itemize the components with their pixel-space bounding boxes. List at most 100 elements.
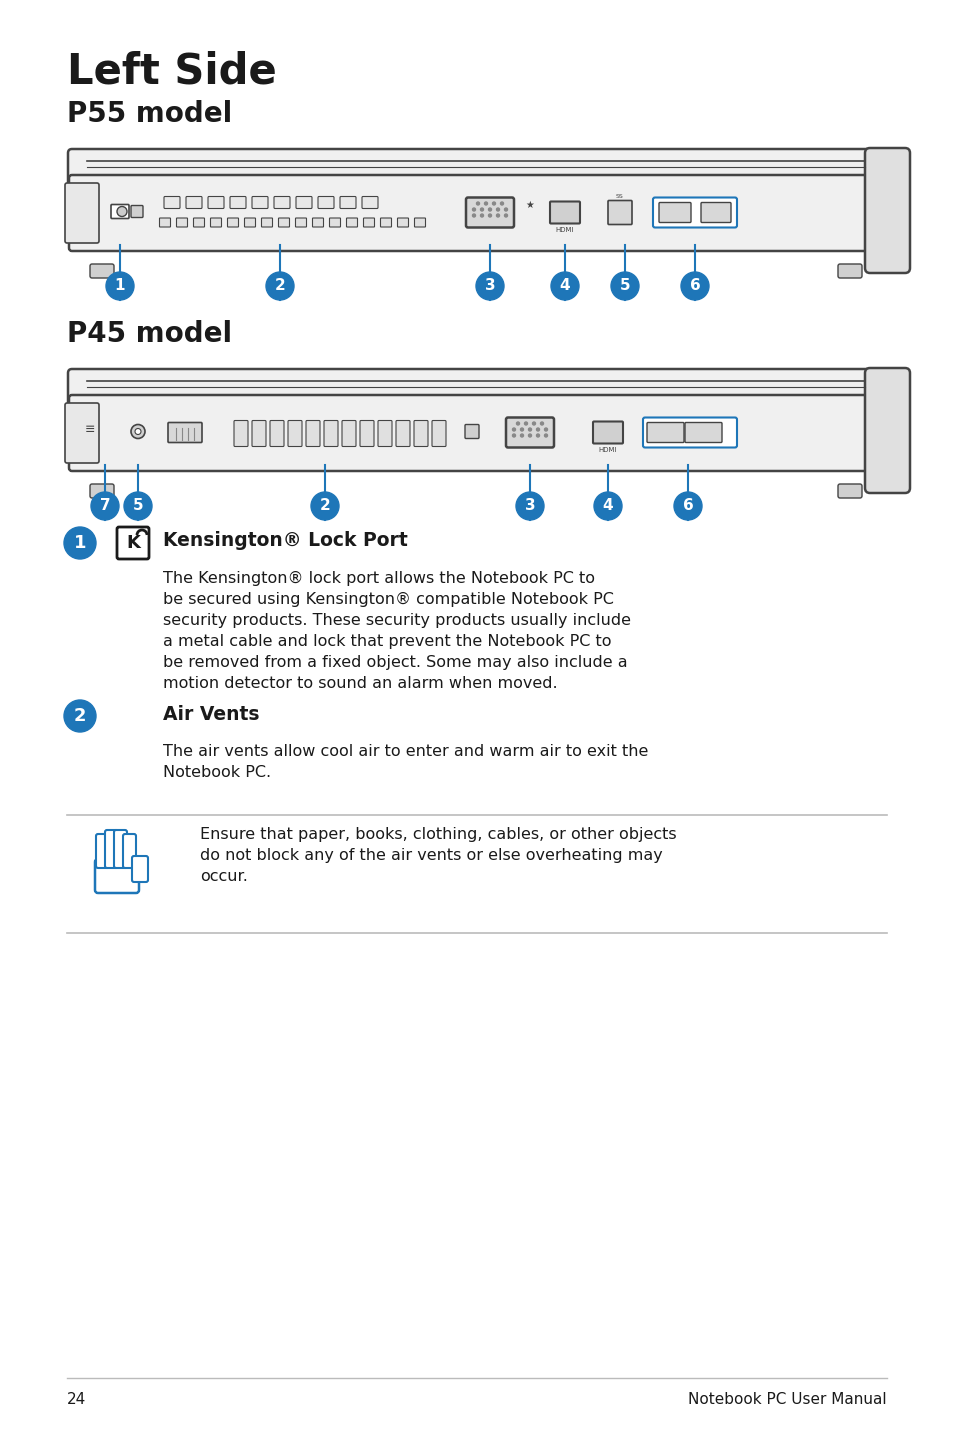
- Text: do not block any of the air vents or else overheating may: do not block any of the air vents or els…: [200, 848, 662, 863]
- FancyBboxPatch shape: [233, 420, 248, 447]
- FancyBboxPatch shape: [274, 197, 290, 209]
- Text: 2: 2: [319, 499, 330, 513]
- Circle shape: [544, 434, 547, 437]
- FancyBboxPatch shape: [105, 830, 118, 869]
- FancyBboxPatch shape: [164, 197, 180, 209]
- Circle shape: [480, 214, 483, 217]
- FancyBboxPatch shape: [684, 423, 721, 443]
- Text: Ensure that paper, books, clothing, cables, or other objects: Ensure that paper, books, clothing, cabl…: [200, 827, 676, 843]
- FancyBboxPatch shape: [324, 420, 337, 447]
- FancyBboxPatch shape: [659, 203, 690, 223]
- Circle shape: [488, 214, 491, 217]
- FancyBboxPatch shape: [252, 420, 266, 447]
- Text: P55 model: P55 model: [67, 101, 232, 128]
- Text: Left Side: Left Side: [67, 50, 276, 92]
- FancyBboxPatch shape: [68, 150, 883, 187]
- FancyBboxPatch shape: [176, 219, 188, 227]
- Text: security products. These security products usually include: security products. These security produc…: [163, 613, 630, 628]
- FancyBboxPatch shape: [346, 219, 357, 227]
- Circle shape: [516, 421, 519, 426]
- FancyBboxPatch shape: [607, 200, 631, 224]
- FancyBboxPatch shape: [414, 219, 425, 227]
- Circle shape: [532, 421, 535, 426]
- Text: P45 model: P45 model: [67, 321, 232, 348]
- Circle shape: [504, 214, 507, 217]
- FancyBboxPatch shape: [230, 197, 246, 209]
- Text: 4: 4: [559, 279, 570, 293]
- Circle shape: [311, 492, 338, 521]
- Circle shape: [500, 201, 503, 206]
- FancyBboxPatch shape: [359, 420, 374, 447]
- FancyBboxPatch shape: [550, 201, 579, 223]
- FancyBboxPatch shape: [111, 204, 129, 219]
- FancyBboxPatch shape: [414, 420, 428, 447]
- Circle shape: [106, 272, 133, 301]
- Text: Kensington® Lock Port: Kensington® Lock Port: [163, 532, 407, 551]
- Circle shape: [117, 207, 127, 217]
- Circle shape: [472, 214, 475, 217]
- FancyBboxPatch shape: [193, 219, 204, 227]
- Circle shape: [528, 434, 531, 437]
- FancyBboxPatch shape: [341, 420, 355, 447]
- FancyBboxPatch shape: [465, 197, 514, 227]
- Circle shape: [512, 434, 515, 437]
- Text: 5: 5: [132, 499, 143, 513]
- Circle shape: [673, 492, 701, 521]
- Circle shape: [124, 492, 152, 521]
- Circle shape: [484, 201, 487, 206]
- Circle shape: [266, 272, 294, 301]
- FancyBboxPatch shape: [593, 421, 622, 443]
- Circle shape: [496, 214, 499, 217]
- Text: 24: 24: [67, 1392, 86, 1406]
- Circle shape: [516, 492, 543, 521]
- Text: motion detector to sound an alarm when moved.: motion detector to sound an alarm when m…: [163, 676, 558, 692]
- FancyBboxPatch shape: [642, 417, 737, 447]
- FancyBboxPatch shape: [117, 526, 149, 559]
- FancyBboxPatch shape: [363, 219, 375, 227]
- FancyBboxPatch shape: [288, 420, 302, 447]
- FancyBboxPatch shape: [208, 197, 224, 209]
- Circle shape: [135, 429, 141, 434]
- FancyBboxPatch shape: [505, 417, 554, 447]
- FancyBboxPatch shape: [65, 183, 99, 243]
- FancyBboxPatch shape: [90, 485, 113, 498]
- Text: 5: 5: [619, 279, 630, 293]
- Circle shape: [512, 429, 515, 431]
- Text: SS: SS: [616, 194, 623, 198]
- Text: The Kensington® lock port allows the Notebook PC to: The Kensington® lock port allows the Not…: [163, 571, 595, 587]
- Circle shape: [520, 429, 523, 431]
- Text: HDMI: HDMI: [556, 227, 574, 233]
- Circle shape: [524, 421, 527, 426]
- FancyBboxPatch shape: [159, 219, 171, 227]
- FancyBboxPatch shape: [317, 197, 334, 209]
- Circle shape: [496, 209, 499, 211]
- FancyBboxPatch shape: [339, 197, 355, 209]
- Circle shape: [520, 434, 523, 437]
- FancyBboxPatch shape: [464, 424, 478, 439]
- FancyBboxPatch shape: [95, 858, 139, 893]
- FancyBboxPatch shape: [131, 206, 143, 217]
- FancyBboxPatch shape: [90, 265, 113, 278]
- FancyBboxPatch shape: [646, 423, 683, 443]
- Text: 1: 1: [73, 533, 86, 552]
- Circle shape: [488, 209, 491, 211]
- FancyBboxPatch shape: [652, 197, 737, 227]
- Circle shape: [540, 421, 543, 426]
- Text: 7: 7: [99, 499, 111, 513]
- Circle shape: [680, 272, 708, 301]
- Circle shape: [536, 429, 539, 431]
- FancyBboxPatch shape: [68, 370, 883, 407]
- Text: Notebook PC User Manual: Notebook PC User Manual: [688, 1392, 886, 1406]
- Circle shape: [476, 272, 503, 301]
- Circle shape: [480, 209, 483, 211]
- FancyBboxPatch shape: [96, 834, 109, 869]
- Text: Notebook PC.: Notebook PC.: [163, 765, 271, 779]
- Circle shape: [131, 424, 145, 439]
- FancyBboxPatch shape: [69, 175, 882, 252]
- FancyBboxPatch shape: [123, 834, 136, 869]
- Circle shape: [64, 526, 96, 559]
- Circle shape: [64, 700, 96, 732]
- Text: a metal cable and lock that prevent the Notebook PC to: a metal cable and lock that prevent the …: [163, 634, 611, 649]
- Circle shape: [476, 201, 479, 206]
- FancyBboxPatch shape: [837, 485, 862, 498]
